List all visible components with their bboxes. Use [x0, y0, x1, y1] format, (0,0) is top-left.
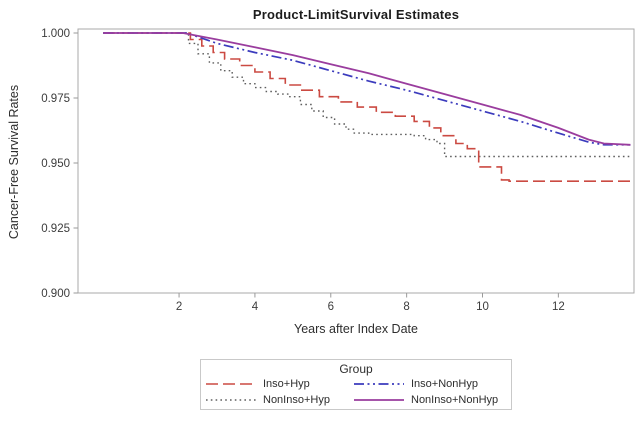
legend-grid: Inso+Hyp Inso+NonHyp NonInso+Hyp NonInso… [205, 376, 511, 407]
legend-item-label: NonInso+Hyp [263, 393, 330, 406]
svg-text:0.950: 0.950 [41, 158, 70, 170]
y-axis-title: Cancer-Free Survival Rates [7, 84, 21, 240]
legend-line-sample-icon [206, 398, 256, 401]
legend-item-inso-nonhyp: Inso+NonHyp [353, 376, 511, 391]
legend: Group Inso+Hyp Inso+NonHyp NonInso+Hyp N… [200, 359, 512, 410]
svg-text:0.975: 0.975 [41, 93, 70, 105]
svg-text:6: 6 [328, 301, 334, 313]
legend-item-inso-hyp: Inso+Hyp [205, 376, 353, 391]
legend-title: Group [339, 362, 373, 376]
svg-text:0.900: 0.900 [41, 288, 70, 300]
svg-text:1.000: 1.000 [41, 28, 70, 40]
x-axis-title: Years after Index Date [294, 322, 418, 336]
svg-text:8: 8 [403, 301, 409, 313]
svg-text:10: 10 [476, 301, 489, 313]
legend-item-label: Inso+NonHyp [411, 377, 478, 390]
legend-item-noninso-hyp: NonInso+Hyp [205, 392, 353, 407]
legend-line-sample-icon [354, 398, 404, 401]
svg-text:12: 12 [552, 301, 565, 313]
legend-line-sample-icon [206, 382, 256, 385]
legend-line-sample-icon [354, 382, 404, 385]
svg-text:2: 2 [176, 301, 182, 313]
svg-text:0.925: 0.925 [41, 223, 70, 235]
legend-item-noninso-nonhyp: NonInso+NonHyp [353, 392, 511, 407]
legend-item-label: Inso+Hyp [263, 377, 310, 390]
legend-item-label: NonInso+NonHyp [411, 393, 499, 406]
svg-text:4: 4 [252, 301, 259, 313]
chart-title: Product-LimitSurvival Estimates [252, 7, 460, 22]
